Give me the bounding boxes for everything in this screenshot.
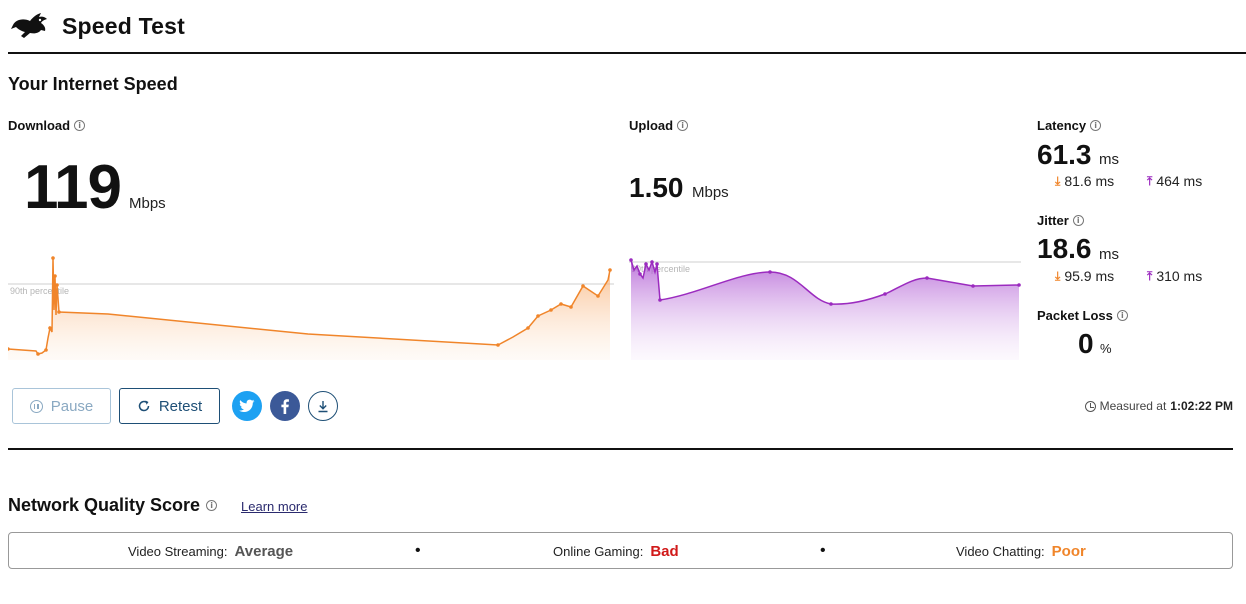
clock-icon	[1084, 400, 1096, 412]
jitter-value: 18.6	[1037, 233, 1092, 264]
upload-unit: Mbps	[692, 184, 729, 201]
online-gaming-score: Online Gaming: Bad	[553, 543, 679, 560]
upload-arrow-icon: ⤒	[1147, 173, 1153, 188]
twitter-share-button[interactable]	[232, 391, 262, 421]
refresh-icon	[138, 400, 150, 412]
header-bar: Speed Test	[8, 0, 1246, 54]
download-value: 119	[24, 153, 122, 222]
upload-value: 1.50	[629, 172, 684, 203]
download-chart: 90th percentile	[8, 256, 614, 360]
section-title: Your Internet Speed	[8, 74, 178, 94]
jitter-unit: ms	[1099, 246, 1119, 263]
info-icon[interactable]: i	[677, 120, 689, 131]
score-value: Bad	[650, 543, 679, 560]
latency-upload-value: 464 ms	[1156, 173, 1203, 189]
separator-bullet: •	[415, 542, 421, 559]
video-chatting-score: Video Chatting: Poor	[956, 543, 1086, 560]
download-unit: Mbps	[129, 195, 166, 212]
packet-loss-label-text: Packet Loss	[1037, 308, 1113, 323]
retest-button[interactable]: Retest	[119, 388, 220, 424]
latency-value: 61.3	[1037, 139, 1092, 170]
facebook-icon	[281, 398, 289, 414]
download-arrow-icon: ⤓	[1055, 173, 1061, 188]
score-value: Average	[234, 543, 294, 560]
packet-loss-value: 0	[1078, 328, 1094, 359]
upload-arrow-icon: ⤒	[1147, 268, 1153, 283]
latency-download: ⤓ 81.6 ms	[1055, 173, 1114, 189]
measured-time: 1:02:22 PM	[1170, 399, 1233, 413]
score-value: Poor	[1051, 543, 1086, 560]
latency-label-text: Latency	[1037, 118, 1087, 133]
score-label: Video Chatting:	[956, 544, 1045, 559]
measured-at: Measured at 1:02:22 PM	[1084, 399, 1233, 413]
score-label: Video Streaming:	[128, 544, 228, 559]
upload-chart: 90th percentile	[629, 258, 1021, 360]
download-label-text: Download	[8, 118, 71, 133]
info-icon[interactable]: i	[74, 120, 86, 131]
section-divider	[8, 448, 1233, 450]
separator-bullet: •	[820, 542, 826, 559]
download-label: Download i	[8, 118, 86, 133]
download-icon	[318, 400, 328, 412]
pause-button-label: Pause	[50, 397, 94, 415]
latency-download-value: 81.6 ms	[1064, 173, 1115, 189]
network-quality-panel: Video Streaming: Average • Online Gaming…	[8, 532, 1233, 569]
running-rabbit-icon	[11, 13, 47, 38]
network-quality-title: Network Quality Score i	[8, 495, 218, 516]
upload-label-text: Upload	[629, 118, 674, 133]
latency-label: Latency i	[1037, 118, 1102, 133]
twitter-icon	[239, 399, 255, 412]
percentile-label: 90th percentile	[631, 264, 690, 274]
jitter-upload-value: 310 ms	[1156, 268, 1203, 284]
measured-prefix: Measured at	[1099, 399, 1167, 413]
info-icon[interactable]: i	[1072, 215, 1084, 226]
retest-button-label: Retest	[158, 397, 203, 415]
percentile-label: 90th percentile	[10, 286, 69, 296]
jitter-upload: ⤒ 310 ms	[1147, 268, 1202, 284]
upload-label: Upload i	[629, 118, 689, 133]
score-label: Online Gaming:	[553, 544, 644, 559]
download-arrow-icon: ⤓	[1055, 268, 1061, 283]
pause-button[interactable]: Pause	[12, 388, 111, 424]
info-icon[interactable]: i	[1090, 120, 1102, 131]
latency-upload: ⤒ 464 ms	[1147, 173, 1202, 189]
jitter-label-text: Jitter	[1037, 213, 1069, 228]
video-streaming-score: Video Streaming: Average	[128, 543, 293, 560]
latency-unit: ms	[1099, 151, 1119, 168]
packet-loss-label: Packet Loss i	[1037, 308, 1128, 323]
jitter-label: Jitter i	[1037, 213, 1084, 228]
facebook-share-button[interactable]	[270, 391, 300, 421]
app-title: Speed Test	[62, 12, 185, 39]
network-quality-title-text: Network Quality Score	[8, 495, 201, 515]
packet-loss-unit: %	[1100, 341, 1112, 356]
learn-more-link[interactable]: Learn more	[241, 499, 308, 514]
jitter-download-value: 95.9 ms	[1064, 268, 1115, 284]
download-results-button[interactable]	[308, 391, 338, 421]
info-icon[interactable]: i	[1116, 310, 1128, 321]
info-icon[interactable]: i	[206, 500, 218, 511]
pause-icon	[29, 399, 43, 413]
jitter-download: ⤓ 95.9 ms	[1055, 268, 1114, 284]
